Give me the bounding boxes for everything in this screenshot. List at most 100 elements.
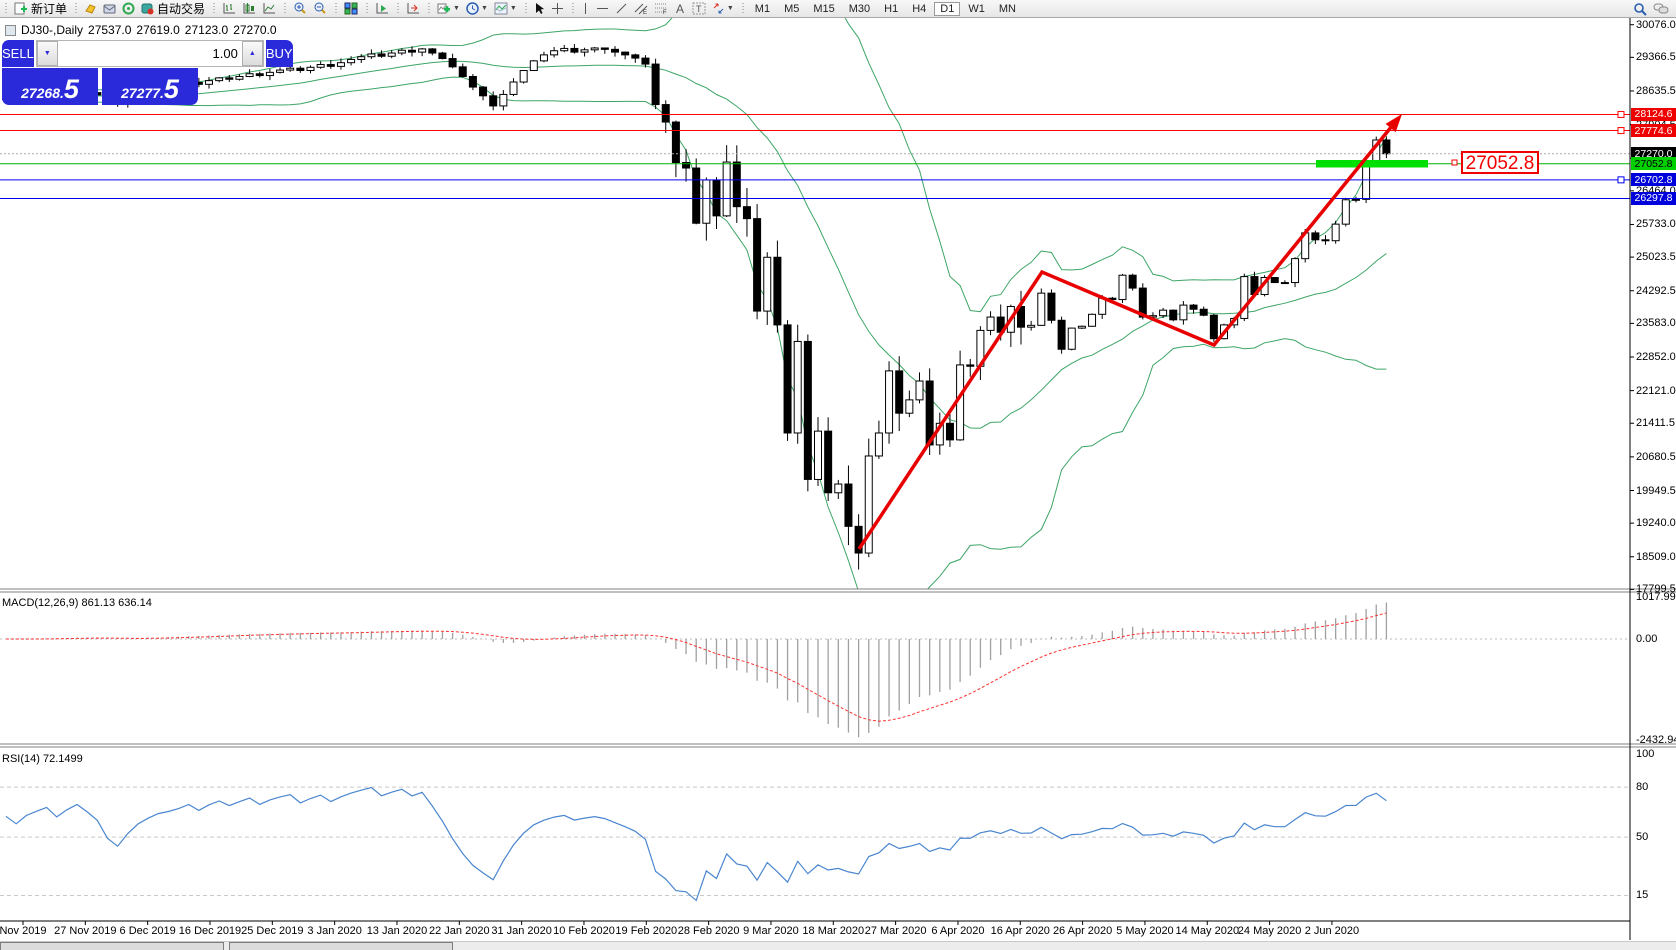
bottom-tab[interactable] xyxy=(229,942,453,950)
cursor-icon xyxy=(534,2,545,15)
price-axis-tick: 17799.5 xyxy=(1636,583,1676,596)
trend-line-button[interactable] xyxy=(612,1,631,16)
timeframe-m15-button[interactable]: M15 xyxy=(813,2,835,15)
rsi-axis-tick: 100 xyxy=(1636,747,1655,760)
date-axis-label: 5 May 2020 xyxy=(1116,925,1174,937)
price-level-label[interactable]: 27774.6 xyxy=(1631,124,1676,138)
price-axis-tick: 29366.5 xyxy=(1636,51,1676,64)
text-label-button[interactable]: T xyxy=(689,1,709,16)
timeframe-d1-button[interactable]: D1 xyxy=(934,1,961,16)
periods-button[interactable]: ▼ xyxy=(463,1,491,16)
date-axis-label: 3 Jan 2020 xyxy=(307,925,362,937)
svg-text:F: F xyxy=(663,10,667,15)
ohlc-high: 27619.0 xyxy=(136,23,180,37)
chart-shift-button[interactable] xyxy=(403,1,423,16)
toolbar-group-grip xyxy=(334,2,340,15)
chat-button[interactable] xyxy=(1650,1,1672,16)
text-icon: A xyxy=(674,2,686,15)
price-level-label[interactable]: 28124.6 xyxy=(1631,107,1676,121)
volume-input[interactable] xyxy=(57,41,242,66)
ohlc-close: 27270.0 xyxy=(233,23,277,37)
zoom-out-icon xyxy=(313,2,327,15)
fibonacci-button[interactable]: F xyxy=(651,1,671,16)
buy-price-panel[interactable]: 27277. 5 xyxy=(102,68,198,105)
timeframe-h1-button[interactable]: H1 xyxy=(884,2,899,15)
candle-chart-icon xyxy=(242,2,256,15)
date-axis-label: 18 Mar 2020 xyxy=(802,925,865,937)
zoom-out-button[interactable] xyxy=(310,1,330,16)
auto-scroll-button[interactable] xyxy=(372,1,392,16)
templates-icon xyxy=(494,2,508,15)
timeframe-h4-button[interactable]: H4 xyxy=(912,2,927,15)
signals-button[interactable] xyxy=(119,1,138,16)
trend-line-icon xyxy=(615,2,628,15)
zoom-in-button[interactable] xyxy=(290,1,310,16)
volume-up-button[interactable]: ▲ xyxy=(241,41,263,66)
buy-price-frac: 5 xyxy=(163,74,179,104)
search-button[interactable] xyxy=(1630,1,1650,17)
price-callout[interactable]: 27052.8 xyxy=(1461,151,1539,174)
date-axis-label: 14 May 2020 xyxy=(1175,925,1240,937)
text-button[interactable]: A xyxy=(671,1,689,16)
date-axis-label: 27 Nov 2019 xyxy=(54,925,117,937)
buy-button[interactable]: BUY xyxy=(265,40,293,67)
arrows-button[interactable]: ▼ xyxy=(709,1,737,16)
date-axis-label: 16 Apr 2020 xyxy=(990,925,1050,937)
auto-trading-button[interactable]: 自动交易 xyxy=(138,0,208,18)
mailbox-button[interactable] xyxy=(100,1,119,16)
sell-price-panel[interactable]: 27268. 5 xyxy=(2,68,98,105)
date-axis-label: 2 Jun 2020 xyxy=(1304,925,1360,937)
line-chart-button[interactable] xyxy=(259,1,279,16)
ohlc-open: 27537.0 xyxy=(88,23,132,37)
price-level-label[interactable]: 27270.0 xyxy=(1631,147,1676,161)
vertical-line-icon xyxy=(581,2,590,15)
signals-icon xyxy=(122,2,135,15)
metaeditor-button[interactable] xyxy=(81,1,100,16)
candle-chart-button[interactable] xyxy=(239,1,259,16)
new-order-button[interactable]: 新订单 xyxy=(11,0,70,18)
toolbar: 新订单 自动交易 ▼ ▼ ▼ E F A T ▼ M1 M5 M15 M30 H1 H4 D1 W1 MN xyxy=(0,0,1676,18)
timeframe-mn-button[interactable]: MN xyxy=(998,2,1016,15)
chart-shift-icon xyxy=(406,2,420,15)
channel-button[interactable]: E xyxy=(631,1,651,16)
price-level-label[interactable]: 26297.8 xyxy=(1631,191,1676,205)
tile-windows-button[interactable] xyxy=(341,1,361,16)
toolbar-group-grip xyxy=(396,2,402,15)
date-axis-label: 22 Jan 2020 xyxy=(429,925,490,937)
volume-down-button[interactable]: ▼ xyxy=(36,41,58,66)
macd-axis-min: -2432.94 xyxy=(1636,733,1676,746)
fibonacci-icon: F xyxy=(654,2,668,15)
price-axis-tick: 28635.5 xyxy=(1636,84,1676,97)
macd-axis-max: 1017.99 xyxy=(1636,590,1676,603)
indicators-icon xyxy=(437,2,451,15)
bar-chart-button[interactable] xyxy=(219,1,239,16)
bottom-tab[interactable] xyxy=(0,942,224,950)
svg-text:A: A xyxy=(676,2,684,15)
price-level-label[interactable]: 27052.8 xyxy=(1631,157,1676,171)
crosshair-button[interactable] xyxy=(548,1,567,16)
cursor-button[interactable] xyxy=(531,1,548,16)
indicators-button[interactable]: ▼ xyxy=(434,1,463,16)
vertical-line-button[interactable] xyxy=(578,1,593,16)
zoom-in-icon xyxy=(293,2,307,15)
svg-text:T: T xyxy=(696,4,702,14)
volume-stepper: ▼ ▲ xyxy=(35,40,264,67)
price-level-label[interactable]: 26702.8 xyxy=(1631,173,1676,187)
timeframe-m1-button[interactable]: M1 xyxy=(754,2,771,15)
rsi-axis-tick: 50 xyxy=(1636,831,1649,844)
timeframe-m30-button[interactable]: M30 xyxy=(848,2,871,15)
date-axis-label: 28 Feb 2020 xyxy=(677,925,740,937)
horizontal-line-button[interactable] xyxy=(593,1,612,16)
templates-button[interactable]: ▼ xyxy=(491,1,520,16)
toolbar-group-grip xyxy=(427,2,433,15)
arrows-icon xyxy=(712,2,725,15)
chevron-down-icon: ▼ xyxy=(480,5,488,12)
date-axis-label: 13 Jan 2020 xyxy=(366,925,428,937)
price-axis-tick: 23583.0 xyxy=(1636,317,1676,330)
toolbar-group-grip xyxy=(365,2,371,15)
timeframe-m5-button[interactable]: M5 xyxy=(784,2,800,15)
sell-button[interactable]: SELL xyxy=(2,40,34,67)
timeframe-w1-button[interactable]: W1 xyxy=(968,2,985,15)
toolbar-group-grip xyxy=(74,2,80,15)
